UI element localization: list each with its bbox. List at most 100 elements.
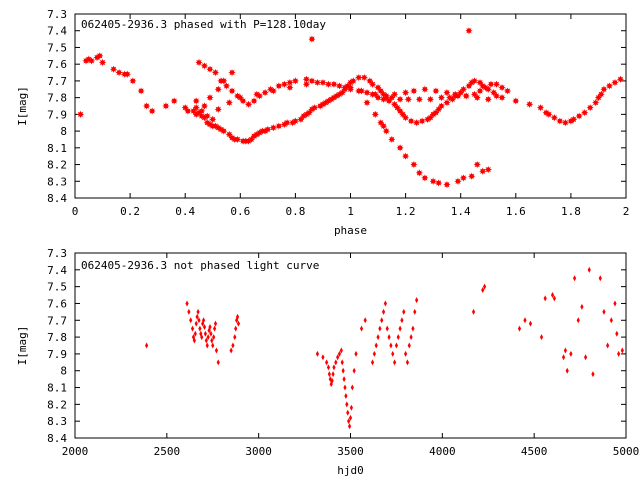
x-tick-label: 1.2 xyxy=(396,205,416,218)
data-point xyxy=(473,94,481,102)
data-point xyxy=(487,80,495,88)
y-tick-label: 7.6 xyxy=(47,58,67,71)
data-point xyxy=(576,317,580,324)
x-tick-label: 0 xyxy=(72,205,79,218)
y-tick-label: 7.3 xyxy=(47,247,67,260)
data-point xyxy=(200,334,204,341)
y-tick-label: 8 xyxy=(60,125,67,138)
y-tick-label: 7.9 xyxy=(47,108,67,121)
data-point xyxy=(482,283,487,290)
data-point xyxy=(415,95,423,103)
data-point xyxy=(404,350,408,357)
data-point xyxy=(407,342,411,349)
y-tick-label: 8.1 xyxy=(47,382,67,395)
data-point xyxy=(212,334,216,341)
data-point xyxy=(570,115,578,123)
data-point xyxy=(197,317,201,324)
data-point xyxy=(275,82,283,90)
data-point xyxy=(337,350,342,357)
data-point xyxy=(396,144,404,152)
data-point xyxy=(545,110,553,118)
y-tick-label: 7.8 xyxy=(47,92,67,105)
data-point xyxy=(404,95,412,103)
y-tick-label: 8.3 xyxy=(47,175,67,188)
y-tick-label: 7.4 xyxy=(47,25,67,38)
data-point xyxy=(228,68,236,77)
data-point xyxy=(591,371,595,378)
data-point xyxy=(193,330,197,337)
data-point xyxy=(363,89,371,97)
data-point xyxy=(359,325,364,332)
data-point xyxy=(109,65,118,73)
data-point xyxy=(410,87,418,95)
data-point xyxy=(137,87,145,95)
data-point xyxy=(343,384,347,391)
data-point xyxy=(250,97,258,105)
data-point xyxy=(605,82,614,90)
data-point xyxy=(561,119,569,127)
data-point xyxy=(380,317,384,324)
data-point xyxy=(465,27,473,35)
data-point xyxy=(368,80,377,88)
data-point xyxy=(341,84,349,92)
data-point xyxy=(611,78,619,87)
data-point xyxy=(471,308,476,315)
x-tick-label: 2000 xyxy=(62,445,89,458)
data-point xyxy=(415,297,419,304)
y-tick-label: 7.4 xyxy=(47,264,67,277)
data-point xyxy=(517,325,522,332)
data-point xyxy=(435,179,443,187)
data-point xyxy=(613,300,617,307)
data-point xyxy=(190,325,195,332)
data-point xyxy=(192,337,196,344)
data-point xyxy=(331,371,335,378)
data-point xyxy=(148,107,156,115)
data-point xyxy=(198,325,202,332)
data-point xyxy=(275,122,283,130)
data-point xyxy=(550,292,555,299)
data-point xyxy=(214,105,222,113)
data-point xyxy=(446,94,454,102)
data-point xyxy=(244,100,253,108)
y-axis-label: I[mag] xyxy=(16,86,29,126)
data-point xyxy=(575,112,583,120)
chart-title: 062405-2936.3 not phased light curve xyxy=(81,259,319,272)
data-point xyxy=(170,97,178,105)
data-point xyxy=(115,68,123,77)
data-point xyxy=(609,317,613,324)
data-point xyxy=(253,90,261,98)
data-point xyxy=(617,350,621,357)
data-point xyxy=(216,359,220,366)
data-point xyxy=(344,392,348,399)
data-point xyxy=(421,174,429,182)
data-point xyxy=(492,92,501,100)
data-point xyxy=(383,300,387,307)
data-point xyxy=(187,308,191,315)
data-point xyxy=(443,181,451,189)
data-point xyxy=(332,364,336,371)
data-point xyxy=(363,317,367,324)
data-point xyxy=(537,104,545,112)
data-point xyxy=(479,167,487,175)
data-point xyxy=(225,99,233,107)
data-point xyxy=(203,112,211,120)
data-point xyxy=(313,78,322,87)
data-point xyxy=(209,330,213,337)
data-point xyxy=(387,334,391,341)
data-point xyxy=(402,308,406,315)
data-point xyxy=(360,73,368,82)
data-point xyxy=(592,99,600,107)
data-point xyxy=(597,90,605,98)
data-point xyxy=(565,367,569,374)
data-point xyxy=(325,359,329,366)
y-tick-label: 7.5 xyxy=(47,41,67,54)
data-point xyxy=(198,107,206,115)
y-tick-label: 7.9 xyxy=(47,348,67,361)
data-point xyxy=(470,77,479,85)
data-point xyxy=(129,77,137,85)
y-tick-label: 7.6 xyxy=(47,297,67,310)
data-point xyxy=(324,80,333,88)
data-point xyxy=(382,127,390,135)
data-point xyxy=(211,342,215,349)
data-point xyxy=(302,80,311,88)
